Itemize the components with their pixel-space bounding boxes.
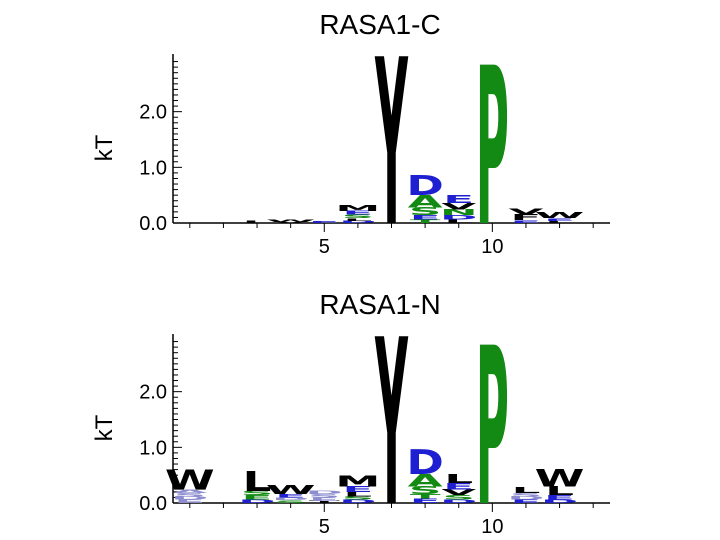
logo-letter: P bbox=[476, 22, 509, 275]
logo-letter: S bbox=[409, 484, 442, 496]
logo-letter: P bbox=[476, 302, 509, 540]
x-tick-label: 5 bbox=[319, 236, 330, 258]
logo-letter: L bbox=[343, 217, 372, 222]
logo-letter: Y bbox=[375, 11, 409, 277]
y-tick-label: 2.0 bbox=[139, 102, 167, 124]
logo-letter: E bbox=[309, 221, 340, 224]
logo-letter: A bbox=[408, 192, 444, 212]
y-tick-label: 2.0 bbox=[139, 382, 167, 404]
logo-letter: E bbox=[174, 499, 205, 504]
logo-letter: A bbox=[172, 489, 207, 494]
logo-letter: D bbox=[406, 444, 443, 483]
logo-letter: L bbox=[545, 484, 574, 498]
logo-letter: Y bbox=[375, 291, 409, 540]
logo-letter: V bbox=[508, 208, 543, 217]
y-tick-label: 0.0 bbox=[139, 213, 167, 235]
logo-letter: M bbox=[335, 204, 380, 213]
logo-letter: T bbox=[309, 500, 340, 504]
x-tick-label: 10 bbox=[481, 236, 503, 258]
logo-letter: E bbox=[410, 214, 441, 221]
logo-letter: E bbox=[275, 493, 306, 498]
logo-letter: D bbox=[306, 490, 343, 495]
logo-letter: L bbox=[343, 491, 372, 498]
logo-letter: S bbox=[174, 492, 207, 497]
logo-letter: L bbox=[444, 472, 473, 486]
logo-letter: S bbox=[342, 495, 375, 500]
x-tick-label: 10 bbox=[481, 516, 503, 538]
logo-letter: D bbox=[339, 220, 376, 224]
logo-letter: E bbox=[342, 210, 373, 216]
logo-letter: F bbox=[511, 213, 542, 222]
logo-letter: E bbox=[443, 193, 474, 205]
logo-letter: W bbox=[266, 219, 316, 223]
logo-letter: D bbox=[272, 497, 309, 502]
y-tick-label: 1.0 bbox=[139, 157, 167, 179]
logo-letter: E bbox=[544, 217, 575, 222]
logo-letter: E bbox=[443, 481, 474, 492]
logo-letter: D bbox=[507, 495, 544, 500]
logo-letter: S bbox=[241, 490, 274, 497]
y-tick-label: 0.0 bbox=[139, 493, 167, 515]
y-axis-label: kT bbox=[91, 414, 118, 441]
logo-letter: L bbox=[243, 219, 272, 224]
logo-letter: T bbox=[410, 493, 441, 500]
logo-panel-rasa1-n: RASA1-N kT 0.01.02.05 10EDSAWDESLSDEWTESD… bbox=[91, 289, 610, 540]
logo-letter: E bbox=[242, 494, 273, 501]
logo-letter: D bbox=[339, 499, 376, 504]
logo-letter: S bbox=[442, 494, 475, 501]
logo-letter: E bbox=[309, 496, 340, 501]
logo-letter: W bbox=[535, 211, 585, 220]
logo-letter: L bbox=[444, 219, 473, 224]
logo-letter: D bbox=[171, 495, 208, 500]
logo-letter: E bbox=[511, 499, 542, 504]
logo-letter: S bbox=[274, 499, 307, 504]
y-tick-label: 1.0 bbox=[139, 437, 167, 459]
logo-letter: W bbox=[165, 464, 215, 496]
logo-letter: D bbox=[440, 214, 477, 221]
logo-letter: D bbox=[440, 499, 477, 504]
logo-letter: V bbox=[441, 488, 476, 497]
logo-letter: T bbox=[410, 219, 441, 224]
logo-letter: L bbox=[545, 220, 574, 224]
logo-letter: D bbox=[541, 499, 578, 504]
logo-letter: A bbox=[408, 471, 444, 491]
logo-letter: V bbox=[441, 201, 477, 212]
logo-letter: L bbox=[243, 465, 272, 497]
logo-letter: S bbox=[510, 492, 543, 497]
x-tick-label: 5 bbox=[319, 516, 330, 538]
logo-letter: W bbox=[266, 483, 316, 497]
logo-letter: S bbox=[409, 205, 442, 217]
y-axis-label: kT bbox=[91, 134, 118, 161]
logo-letter: N bbox=[440, 208, 478, 217]
logo-letter: S bbox=[342, 214, 375, 219]
logo-letter: S bbox=[308, 493, 341, 498]
logo-letter: D bbox=[238, 499, 275, 504]
logo-letter: D bbox=[406, 169, 443, 201]
logo-letter: E bbox=[342, 485, 373, 494]
logo-letter: L bbox=[512, 486, 541, 495]
logo-letter: V bbox=[273, 222, 308, 224]
chart-title: RASA1-N bbox=[319, 289, 440, 320]
logo-letter: W bbox=[535, 463, 585, 492]
chart-title: RASA1-C bbox=[319, 9, 440, 40]
logo-letter: E bbox=[410, 497, 441, 504]
logo-letter: M bbox=[335, 472, 380, 490]
logo-letter: E bbox=[544, 494, 575, 501]
logo-letter: E bbox=[511, 219, 542, 224]
